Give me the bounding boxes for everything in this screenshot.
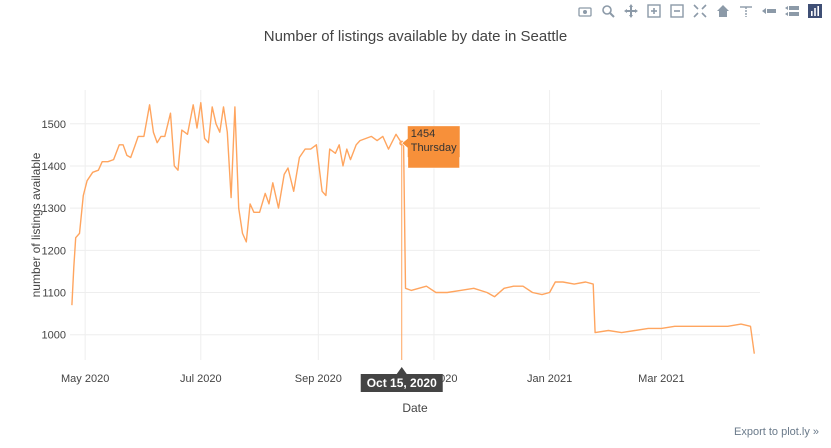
x-tick-label: May 2020 (61, 373, 109, 385)
zoom-out-icon[interactable] (669, 3, 685, 19)
x-hover-label: Oct 15, 2020 (367, 376, 437, 390)
y-axis-title: number of listings available (29, 152, 43, 297)
spike-lines-icon[interactable] (738, 3, 754, 19)
y-tick-label: 1000 (42, 330, 66, 342)
compare-hover-icon[interactable] (761, 3, 777, 19)
x-tick-label: Jul 2020 (180, 373, 222, 385)
y-tick-label: 1100 (42, 288, 66, 300)
plotly-logo-icon[interactable] (807, 3, 823, 19)
y-tick-label: 1200 (42, 245, 66, 257)
closest-hover-icon[interactable] (784, 3, 800, 19)
y-tick-label: 1300 (42, 203, 66, 215)
hover-tooltip-fill (407, 126, 460, 158)
zoom-in-icon[interactable] (646, 3, 662, 19)
y-tick-label: 1400 (42, 161, 66, 173)
x-tick-label: Sep 2020 (295, 373, 342, 385)
chart-title: Number of listings available by date in … (263, 28, 568, 45)
series-line[interactable] (71, 102, 755, 354)
pan-icon[interactable] (623, 3, 639, 19)
zoom-icon[interactable] (600, 3, 616, 19)
home-icon[interactable] (715, 3, 731, 19)
modebar (577, 0, 823, 22)
autoscale-icon[interactable] (692, 3, 708, 19)
y-tick-label: 1500 (42, 119, 66, 131)
export-to-plotly-link[interactable]: Export to plot.ly » (734, 426, 819, 438)
hover-tooltip-value: 1454 (411, 128, 435, 140)
camera-icon[interactable] (577, 3, 593, 19)
hover-tooltip-day: Thursday (411, 142, 457, 154)
x-tick-label: Mar 2021 (638, 373, 684, 385)
x-tick-label: Jan 2021 (527, 373, 572, 385)
x-axis-title: Date (402, 401, 428, 415)
x-hover-label-box (360, 367, 443, 392)
